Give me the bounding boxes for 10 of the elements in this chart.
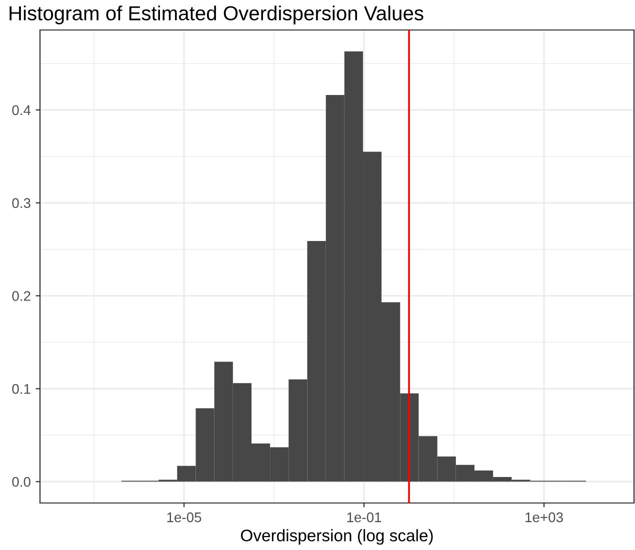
- y-tick-label: 0.3: [12, 198, 30, 208]
- x-tick-label: 1e+03: [526, 512, 563, 522]
- y-tick-label: 0.2: [12, 291, 30, 301]
- chart-title: Histogram of Estimated Overdispersion Values: [10, 6, 424, 24]
- x-tick-label: 1e-05: [167, 512, 202, 522]
- x-tick-label: 1e-01: [347, 512, 382, 522]
- y-tick-label: 0.1: [12, 384, 30, 394]
- x-axis-title: Overdispersion (log scale): [240, 529, 433, 545]
- y-tick-label: 0.4: [12, 105, 31, 116]
- y-tick-label: 0.0: [12, 476, 30, 487]
